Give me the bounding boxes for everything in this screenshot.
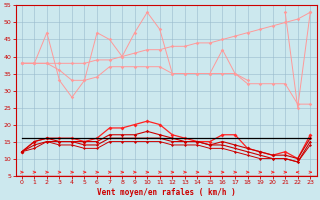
X-axis label: Vent moyen/en rafales ( km/h ): Vent moyen/en rafales ( km/h ): [97, 188, 236, 197]
